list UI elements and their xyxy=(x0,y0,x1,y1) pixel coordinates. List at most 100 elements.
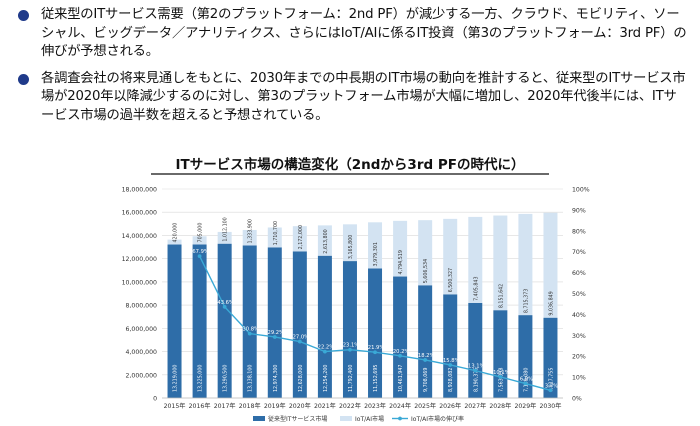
bar-traditional-it xyxy=(443,294,458,398)
x-tick-label: 2030年 xyxy=(540,402,562,410)
bar-traditional-it xyxy=(167,244,182,398)
bullet-text-1: 従来型のITサービス需要（第2のプラットフォーム：2nd PF）が減少する一方、… xyxy=(41,7,687,59)
growth-rate-label: 3.7% xyxy=(545,383,558,389)
x-tick-label: 2024年 xyxy=(389,402,411,410)
x-tick-label: 2027年 xyxy=(464,402,486,410)
growth-rate-label: 22.2% xyxy=(318,345,335,351)
bar-iot-label: 3,165,800 xyxy=(348,235,354,259)
bar-iot-ai xyxy=(518,213,533,316)
x-tick-label: 2021年 xyxy=(314,402,336,410)
bar-traditional-it xyxy=(192,244,207,398)
y2-tick-label: 80% xyxy=(572,228,586,235)
bar-iot-ai xyxy=(167,239,182,245)
y-tick-label: 8,000,000 xyxy=(126,303,158,310)
growth-rate-point xyxy=(523,381,528,386)
y2-tick-label: 10% xyxy=(572,375,586,382)
growth-rate-label: 21.9% xyxy=(368,345,385,351)
x-tick-label: 2023年 xyxy=(364,402,386,410)
bar-traditional-it xyxy=(518,315,533,398)
y2-tick-label: 70% xyxy=(572,249,586,256)
x-tick-label: 2022年 xyxy=(339,402,361,410)
bar-iot-ai xyxy=(368,222,383,269)
growth-rate-point xyxy=(222,304,227,309)
growth-rate-label: 18.2% xyxy=(418,353,435,359)
bar-iot-ai xyxy=(317,225,332,256)
bar-traditional-label: 13,225,000 xyxy=(198,365,204,392)
bar-iot-label: 5,606,534 xyxy=(423,259,429,283)
bar-traditional-label: 8,190,376 xyxy=(473,368,479,392)
growth-rate-point xyxy=(498,374,503,379)
y2-tick-label: 30% xyxy=(572,333,586,340)
growth-rate-label: 20.2% xyxy=(393,349,410,355)
bullet-item-1: 従来型のITサービス需要（第2のプラットフォーム：2nd PF）が減少する一方、… xyxy=(16,6,688,62)
x-tick-label: 2028年 xyxy=(489,402,511,410)
bar-traditional-it xyxy=(368,268,383,398)
legend-label-iot: IoT/AI市場 xyxy=(355,415,384,423)
bar-traditional-label: 10,461,947 xyxy=(398,365,404,392)
x-tick-label: 2016年 xyxy=(189,402,211,410)
bar-iot-label: 420,000 xyxy=(173,223,179,243)
y-tick-label: 12,000,000 xyxy=(122,256,157,263)
bar-iot-ai xyxy=(292,226,307,252)
bar-traditional-it xyxy=(217,243,232,398)
bar-traditional-label: 11,792,400 xyxy=(348,365,354,392)
bullet-dot-icon xyxy=(18,73,29,85)
y2-tick-label: 100% xyxy=(572,187,590,194)
y-tick-label: 0 xyxy=(153,396,157,403)
legend-swatch-growth-point xyxy=(398,416,402,421)
chart-title: ITサービス市場の構造変化（2ndから3rd PFの時代に） xyxy=(176,156,525,173)
bullet-list: 従来型のITサービス需要（第2のプラットフォーム：2nd PF）が減少する一方、… xyxy=(16,6,688,133)
bar-iot-label: 9,036,849 xyxy=(548,291,554,315)
bar-iot-label: 1,710,700 xyxy=(273,221,279,245)
bar-traditional-label: 11,152,695 xyxy=(373,365,379,392)
bar-traditional-label: 7,139,080 xyxy=(523,368,529,392)
x-tick-label: 2025年 xyxy=(414,402,436,410)
bar-traditional-label: 12,628,000 xyxy=(298,365,304,392)
bar-iot-label: 8,151,642 xyxy=(498,284,504,308)
bar-traditional-it xyxy=(267,247,282,398)
growth-rate-point xyxy=(548,388,553,393)
x-tick-label: 2029年 xyxy=(514,402,536,410)
y2-tick-label: 0% xyxy=(572,396,582,403)
x-tick-label: 2017年 xyxy=(214,402,236,410)
growth-rate-point xyxy=(473,368,478,373)
bar-iot-label: 6,500,327 xyxy=(448,268,454,292)
bar-traditional-label: 7,563,898 xyxy=(498,368,504,392)
bar-traditional-it xyxy=(292,251,307,398)
bar-traditional-label: 13,219,000 xyxy=(173,365,179,392)
bar-iot-label: 7,405,843 xyxy=(473,276,479,300)
legend-label-growth: IoT/AI市場の伸び率 xyxy=(411,415,464,423)
legend-swatch-traditional xyxy=(253,416,265,421)
y-tick-label: 10,000,000 xyxy=(122,279,157,286)
growth-rate-point xyxy=(398,353,402,358)
bullet-item-2: 各調査会社の将来見通しをもとに、2030年までの中長期のIT市場の動向を推計する… xyxy=(16,70,688,126)
bar-iot-ai xyxy=(493,215,508,311)
x-tick-label: 2018年 xyxy=(239,402,261,410)
y-tick-label: 14,000,000 xyxy=(122,233,157,240)
bar-iot-ai xyxy=(267,227,282,248)
bar-traditional-label: 6,917,755 xyxy=(548,368,554,392)
x-tick-label: 2019年 xyxy=(264,402,286,410)
bar-iot-label: 2,172,000 xyxy=(298,225,304,249)
bar-iot-ai xyxy=(192,236,207,245)
bar-iot-ai xyxy=(468,216,483,303)
bar-traditional-label: 8,928,082 xyxy=(448,368,454,392)
bar-iot-ai xyxy=(393,220,408,277)
x-tick-label: 2020年 xyxy=(289,402,311,410)
y-tick-label: 6,000,000 xyxy=(126,326,158,333)
growth-rate-point xyxy=(297,339,302,344)
y-tick-label: 4,000,000 xyxy=(126,349,158,356)
y2-tick-label: 90% xyxy=(572,207,586,214)
bar-iot-ai xyxy=(543,212,558,318)
growth-rate-label: 43.6% xyxy=(217,300,234,306)
bar-iot-label: 1,333,900 xyxy=(248,219,254,243)
growth-rate-point xyxy=(373,350,377,355)
y-tick-label: 18,000,000 xyxy=(122,187,157,194)
bar-iot-label: 2,613,800 xyxy=(323,229,329,253)
bar-iot-ai xyxy=(418,220,433,286)
bar-iot-ai xyxy=(217,231,232,244)
bar-iot-label: 1,012,100 xyxy=(223,217,229,241)
growth-rate-label: 27.0% xyxy=(293,335,310,341)
bar-iot-ai xyxy=(342,224,357,262)
